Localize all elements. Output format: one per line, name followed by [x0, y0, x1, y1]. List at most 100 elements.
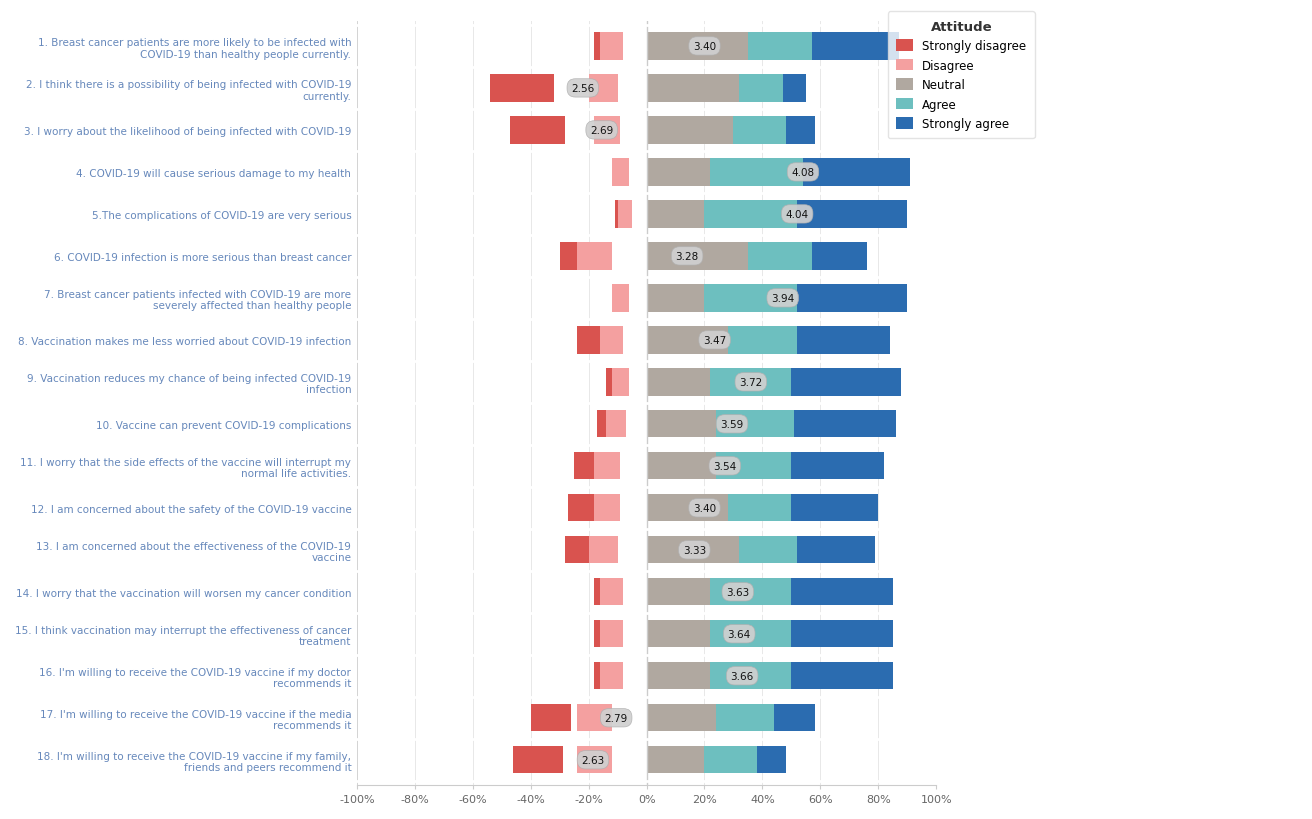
Bar — [647, 536, 739, 563]
Text: 4.08: 4.08 — [791, 168, 815, 178]
Bar — [647, 243, 748, 270]
Text: 3.94: 3.94 — [771, 293, 794, 304]
Text: 3.28: 3.28 — [676, 251, 699, 261]
Bar — [705, 746, 757, 773]
Bar — [710, 621, 791, 648]
Bar — [510, 117, 565, 144]
Bar — [575, 453, 597, 480]
Bar — [798, 536, 875, 563]
Bar — [647, 495, 728, 522]
Bar — [594, 663, 609, 690]
Bar — [647, 327, 728, 354]
Bar — [594, 495, 621, 522]
Bar — [710, 663, 791, 690]
Text: 2.63: 2.63 — [581, 755, 605, 765]
Bar — [798, 285, 907, 312]
Bar — [611, 285, 630, 312]
Bar — [647, 75, 739, 102]
Bar — [794, 410, 896, 438]
Bar — [783, 75, 806, 102]
Bar — [577, 243, 611, 270]
Bar — [577, 704, 611, 731]
Bar — [716, 704, 774, 731]
Bar — [647, 285, 705, 312]
Bar — [611, 285, 621, 312]
Bar — [606, 369, 618, 396]
Bar — [647, 117, 733, 144]
Bar — [577, 327, 600, 354]
Bar — [600, 34, 623, 61]
Text: 2.56: 2.56 — [571, 84, 594, 94]
Bar — [791, 369, 901, 396]
Text: 3.33: 3.33 — [682, 545, 706, 555]
Bar — [491, 75, 554, 102]
Bar — [594, 453, 621, 480]
Bar — [611, 369, 630, 396]
Bar — [710, 159, 803, 186]
Bar — [589, 536, 618, 563]
Bar — [577, 746, 611, 773]
Bar — [600, 621, 623, 648]
Bar — [647, 704, 716, 731]
Text: 3.72: 3.72 — [739, 378, 762, 387]
Bar — [647, 746, 705, 773]
Bar — [757, 746, 786, 773]
Text: 3.47: 3.47 — [703, 336, 727, 346]
Bar — [618, 201, 632, 229]
Bar — [774, 704, 815, 731]
Bar — [594, 34, 609, 61]
Legend: Strongly disagree, Disagree, Neutral, Agree, Strongly agree: Strongly disagree, Disagree, Neutral, Ag… — [888, 12, 1035, 139]
Bar — [594, 621, 609, 648]
Bar — [798, 201, 907, 229]
Text: 3.59: 3.59 — [720, 419, 744, 429]
Bar — [786, 117, 815, 144]
Bar — [710, 578, 791, 606]
Bar — [812, 243, 867, 270]
Bar — [600, 327, 623, 354]
Bar — [606, 410, 626, 438]
Bar — [594, 578, 609, 606]
Bar — [611, 159, 630, 186]
Bar — [647, 201, 705, 229]
Bar — [716, 410, 794, 438]
Text: 3.40: 3.40 — [693, 42, 716, 52]
Text: 3.66: 3.66 — [731, 671, 754, 681]
Bar — [710, 369, 791, 396]
Bar — [647, 578, 710, 606]
Bar — [589, 75, 618, 102]
Bar — [615, 201, 623, 229]
Bar — [812, 34, 899, 61]
Bar — [513, 746, 563, 773]
Bar — [647, 663, 710, 690]
Bar — [803, 159, 911, 186]
Bar — [748, 243, 812, 270]
Bar — [531, 704, 571, 731]
Bar — [791, 495, 878, 522]
Bar — [733, 117, 786, 144]
Text: 3.40: 3.40 — [693, 503, 716, 514]
Bar — [716, 453, 791, 480]
Bar — [739, 75, 783, 102]
Bar — [647, 453, 716, 480]
Text: 2.69: 2.69 — [590, 126, 613, 136]
Bar — [705, 201, 798, 229]
Bar — [568, 495, 594, 522]
Bar — [611, 159, 621, 186]
Bar — [728, 327, 798, 354]
Bar — [739, 536, 798, 563]
Bar — [594, 117, 621, 144]
Text: 3.64: 3.64 — [728, 629, 750, 639]
Text: 3.63: 3.63 — [726, 587, 749, 597]
Bar — [600, 578, 623, 606]
Text: 3.54: 3.54 — [714, 461, 736, 471]
Bar — [647, 410, 716, 438]
Bar — [647, 159, 710, 186]
Bar — [565, 536, 592, 563]
Bar — [560, 243, 585, 270]
Bar — [647, 34, 748, 61]
Bar — [705, 285, 798, 312]
Bar — [728, 495, 791, 522]
Bar — [791, 621, 892, 648]
Bar — [597, 410, 611, 438]
Bar — [798, 327, 890, 354]
